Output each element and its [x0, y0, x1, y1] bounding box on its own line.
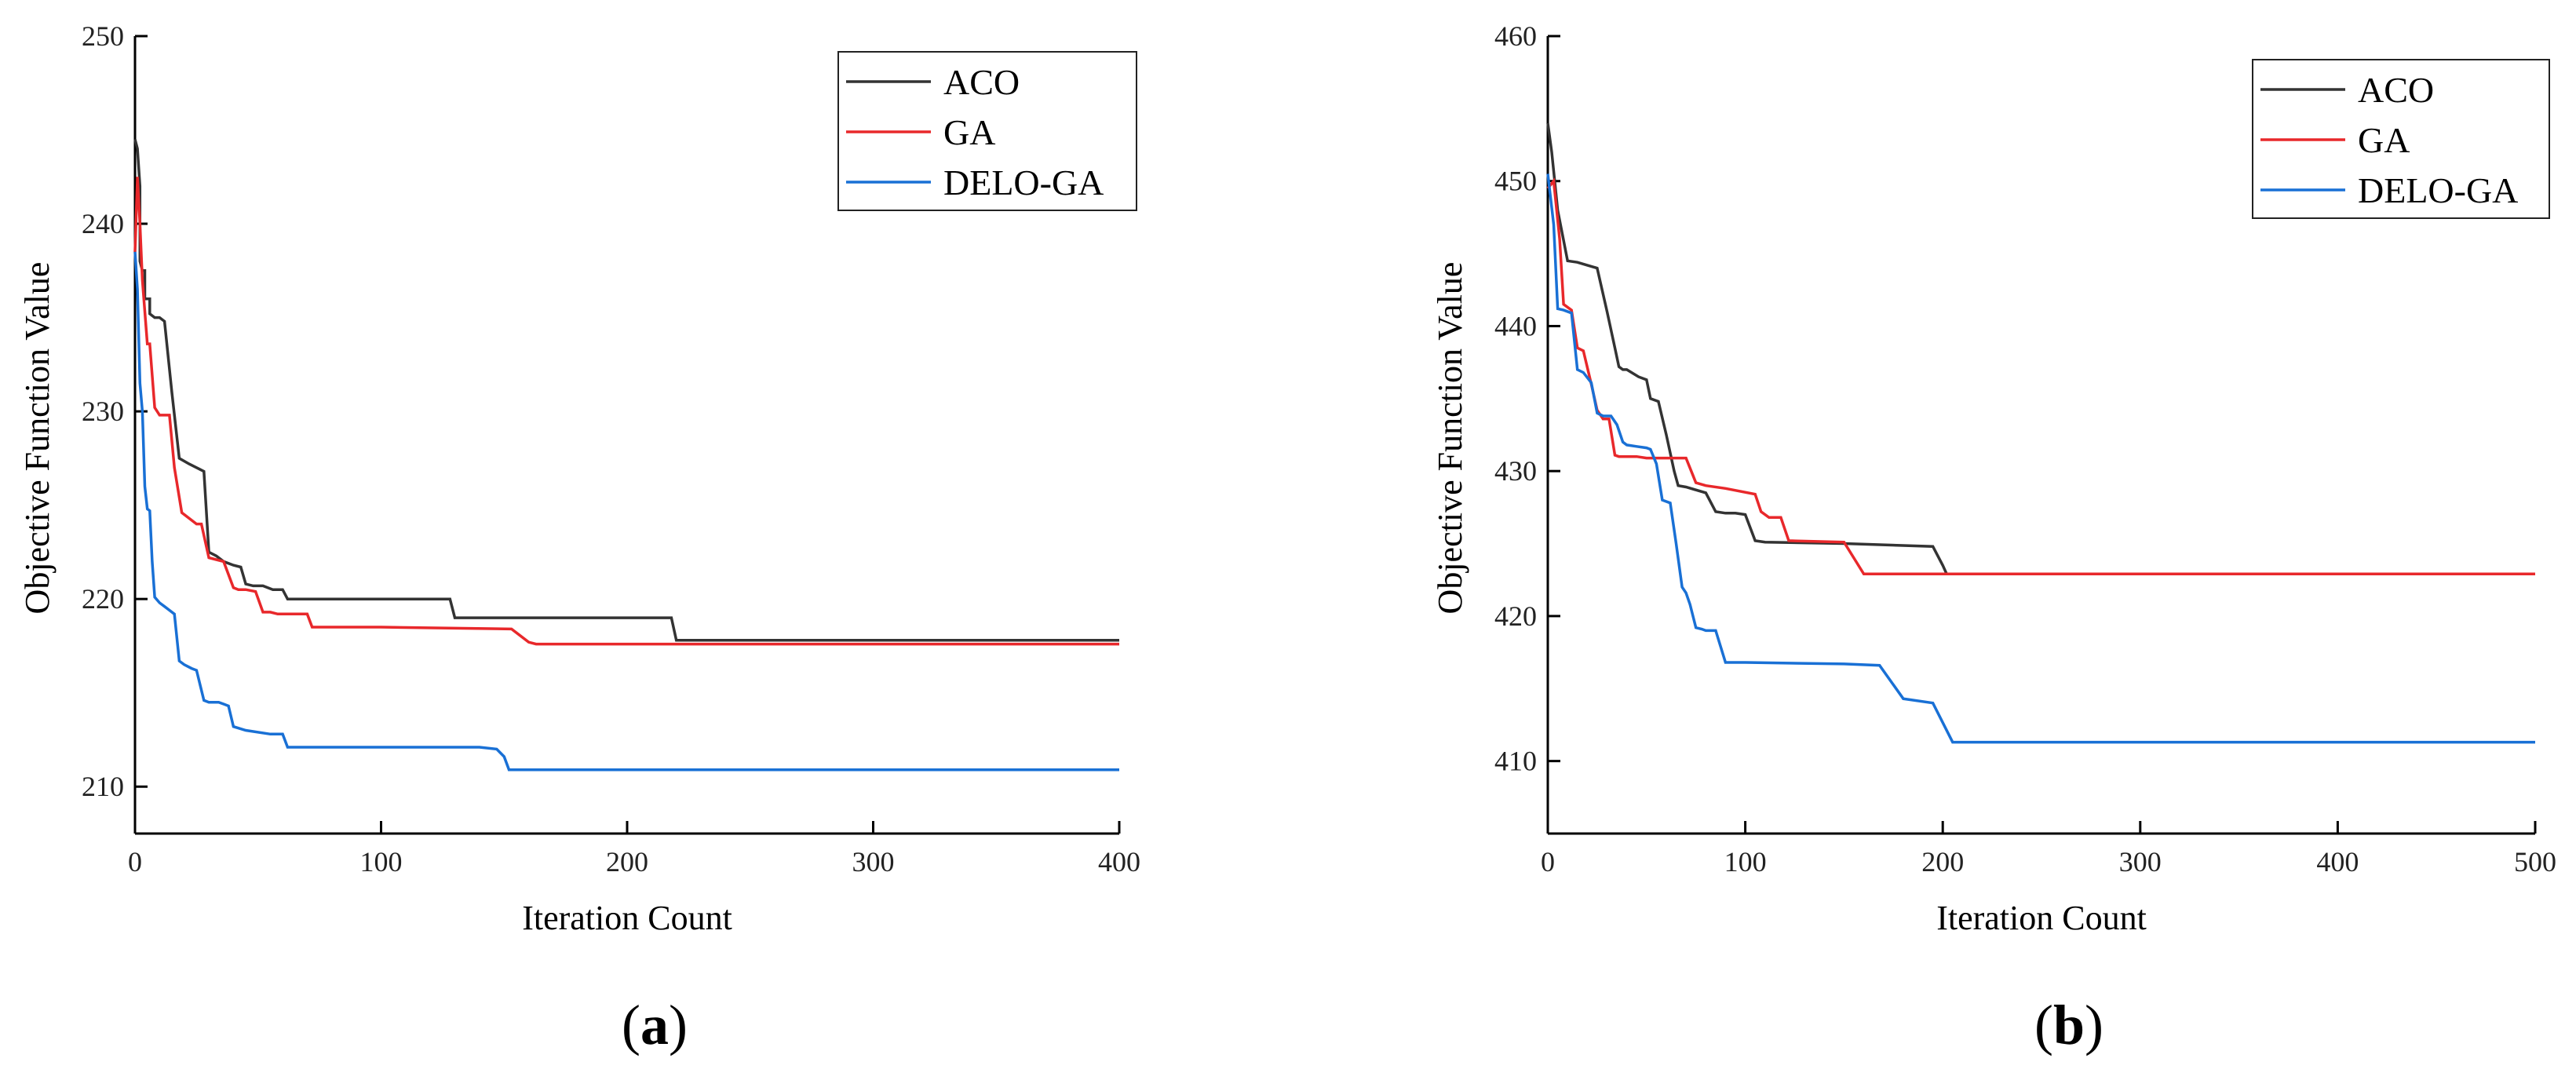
x-tick-label: 0: [1541, 846, 1555, 878]
y-axis-title: Objective Function Value: [1431, 262, 1469, 615]
x-axis-title: Iteration Count: [522, 899, 732, 937]
y-tick-label: 420: [1494, 600, 1537, 632]
legend-label-aco: ACO: [2358, 70, 2434, 110]
series-line-delo-ga: [133, 251, 1119, 772]
x-tick-label: 300: [852, 846, 895, 878]
y-tick-label: 230: [82, 396, 124, 427]
x-tick-label: 500: [2514, 846, 2556, 878]
series-line-aco: [133, 139, 1119, 642]
y-tick-label: 240: [82, 208, 124, 239]
y-axis-title: Objective Function Value: [18, 262, 57, 615]
y-tick-label: 430: [1494, 455, 1537, 487]
y-tick-label: 450: [1494, 166, 1537, 197]
panel-label-b: (b): [2034, 994, 2103, 1056]
series-line-ga: [133, 177, 1119, 646]
series-line-ga: [1546, 177, 2535, 576]
series-line-delo-ga: [1546, 173, 2535, 744]
legend-label-aco: ACO: [943, 62, 1020, 102]
chart-panel-a: 0 100 200 300 400 210 220 230 240 250 Iteration Co…: [18, 20, 1140, 1056]
panel-label-letter: a: [640, 994, 669, 1056]
legend-label-delo-ga: DELO-GA: [2358, 170, 2518, 210]
x-tick-label: 0: [128, 846, 142, 878]
y-tick-label: 440: [1494, 310, 1537, 341]
x-axis-title: Iteration Count: [1936, 899, 2147, 937]
y-tick-label: 220: [82, 583, 124, 615]
x-tick-label: 400: [1098, 846, 1140, 878]
x-tick-label: 400: [2316, 846, 2359, 878]
chart-panel-b: 0 100 200 300 400 500 410 420 430 440 450 460 Iterat…: [1431, 20, 2556, 1056]
legend: ACO GA DELO-GA: [2252, 59, 2550, 219]
panel-label-letter: b: [2053, 994, 2085, 1056]
legend-label-ga: GA: [2358, 120, 2410, 160]
legend-label-ga: GA: [943, 112, 995, 152]
y-tick-label: 250: [82, 20, 124, 52]
x-tick-label: 100: [1724, 846, 1767, 878]
y-tick-label: 210: [82, 771, 124, 802]
y-tick-label: 460: [1494, 20, 1537, 52]
x-tick-label: 200: [1921, 846, 1964, 878]
y-tick-label: 410: [1494, 746, 1537, 777]
series-line-aco: [1546, 122, 2535, 576]
x-tick-label: 300: [2119, 846, 2162, 878]
panel-label-a: (a): [622, 994, 688, 1056]
x-tick-label: 200: [606, 846, 648, 878]
legend: ACO GA DELO-GA: [837, 51, 1137, 211]
x-tick-label: 100: [360, 846, 403, 878]
legend-label-delo-ga: DELO-GA: [943, 162, 1104, 202]
